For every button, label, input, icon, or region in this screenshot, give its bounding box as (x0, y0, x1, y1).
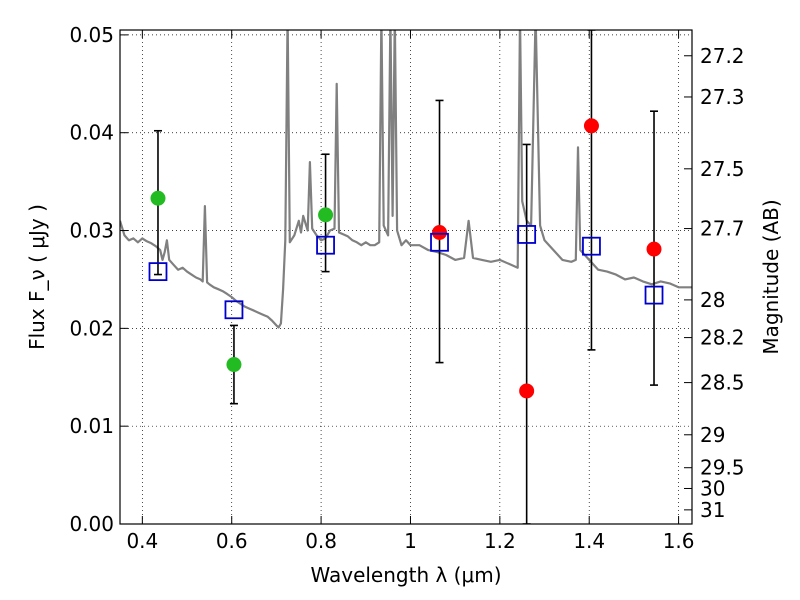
y-tick-label: 0.00 (69, 512, 114, 536)
x-tick-label: 1.4 (573, 529, 605, 553)
x-tick-label: 0.6 (216, 529, 248, 553)
model-flux-square (644, 285, 664, 305)
y-axis-label: Flux F_ν ( μJy ) (25, 204, 49, 350)
y2-tick-label: 28.5 (700, 371, 745, 395)
plot-area (120, 30, 692, 524)
observed-flux-point (150, 190, 166, 206)
y2-tick-label: 27.2 (700, 44, 745, 68)
observed-flux-point (318, 207, 334, 223)
x-tick-label: 1.2 (484, 529, 516, 553)
y2-tick-label: 29.5 (700, 456, 745, 480)
y2-tick-label: 28.2 (700, 326, 745, 350)
observed-flux-point (226, 357, 242, 373)
x-tick-label: 1.6 (663, 529, 695, 553)
x-tick-label: 0.8 (305, 529, 337, 553)
axes-frame (119, 29, 693, 525)
y2-axis-label: Magnitude (AB) (759, 199, 783, 354)
axis-ticks: 0.4 0.6 0.8 1 1.2 1.4 1.6 0.00 0.01 0.02 0.03 0.04 0… (69, 23, 744, 553)
x-tick-label: 1 (404, 529, 417, 553)
observed-flux-point (583, 118, 599, 134)
model-flux-square (517, 225, 537, 244)
x-tick-label: 0.4 (126, 529, 158, 553)
model-spectrum-line (120, 30, 692, 329)
y2-tick-label: 27.5 (700, 157, 745, 181)
y2-tick-label: 30 (700, 476, 725, 500)
y-tick-label: 0.01 (69, 414, 114, 438)
observed-flux-point (432, 224, 448, 240)
model-flux-square (148, 262, 168, 282)
model-flux-square (224, 300, 244, 320)
y2-tick-label: 31 (700, 498, 725, 522)
x-axis-label: Wavelength λ (μm) (310, 563, 501, 587)
model-flux-square (430, 232, 449, 252)
y-tick-label: 0.04 (69, 121, 114, 145)
y2-tick-label: 27.3 (700, 85, 745, 109)
y2-tick-label: 29 (700, 423, 725, 447)
y2-tick-label: 27.7 (700, 217, 745, 241)
model-flux-square (316, 235, 335, 255)
y2-tick-label: 28 (700, 288, 725, 312)
y-tick-label: 0.03 (69, 219, 114, 243)
y-tick-label: 0.02 (69, 316, 114, 340)
model-flux-square (582, 236, 601, 256)
grid (120, 30, 692, 525)
observed-flux-point (519, 383, 535, 399)
observed-flux-point (646, 241, 662, 257)
y-tick-label: 0.05 (69, 23, 114, 47)
